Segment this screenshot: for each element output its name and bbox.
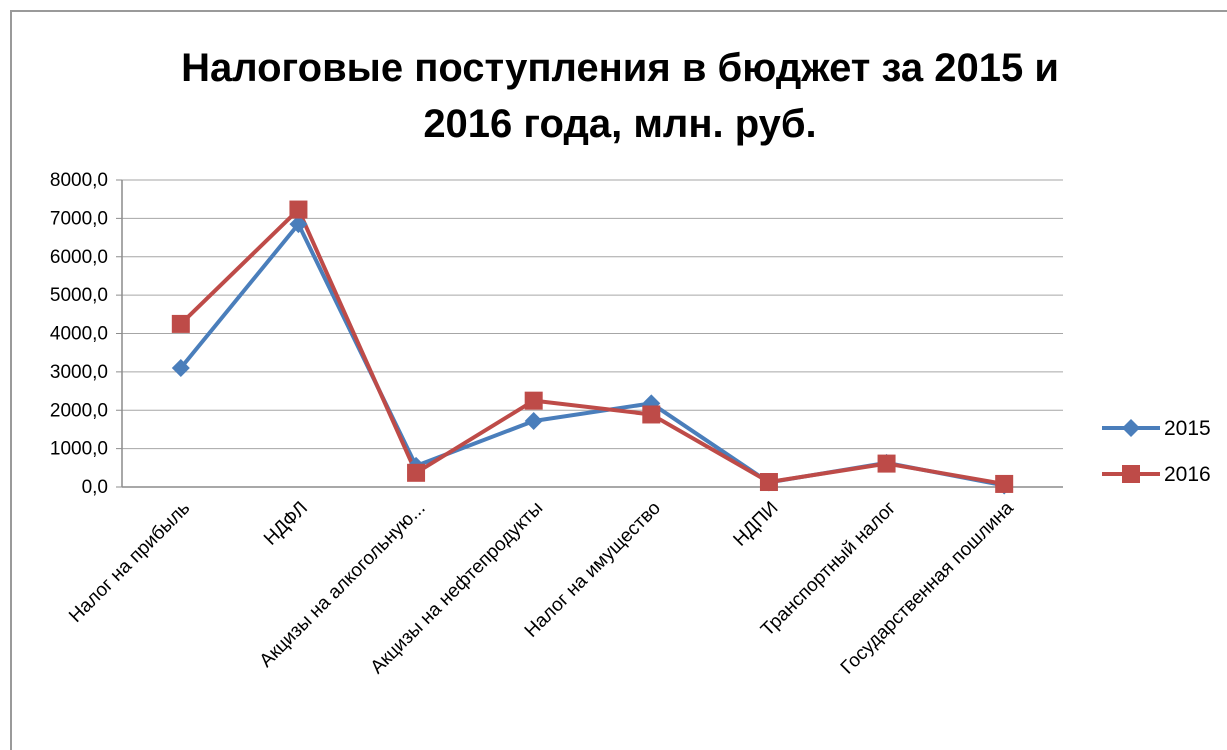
data-point-2015 xyxy=(171,359,190,378)
legend-label-2016: 2016 xyxy=(1164,463,1211,486)
x-tick-label: НДПИ xyxy=(730,498,783,551)
legend-label-2015: 2015 xyxy=(1164,417,1211,440)
x-tick-label: Налог на прибыль xyxy=(65,498,194,627)
data-point-2016 xyxy=(289,200,308,219)
x-tick-label: Транспортный налог xyxy=(757,498,900,641)
y-tick-label: 6000,0 xyxy=(50,247,108,268)
chart-title-line-2: 2016 года, млн. руб. xyxy=(423,102,817,146)
x-tick-label: НДФЛ xyxy=(260,498,312,550)
chart-title-line-1: Налоговые поступления в бюджет за 2015 и xyxy=(181,46,1059,90)
data-point-2016 xyxy=(642,405,661,424)
data-point-2016 xyxy=(524,391,543,410)
y-tick-label: 1000,0 xyxy=(50,439,108,460)
data-point-2016 xyxy=(995,474,1014,493)
data-point-2016 xyxy=(759,473,778,492)
y-tick-label: 0,0 xyxy=(82,477,108,498)
y-axis-ticks: 0,0 1000,0 2000,0 3000,0 4000,0 5000,0 6000,0 7… xyxy=(50,170,108,498)
data-point-2016 xyxy=(877,454,896,473)
chart-title: Налоговые поступления в бюджет за 2015 и… xyxy=(0,40,1227,152)
legend-marker-2016 xyxy=(1122,465,1140,483)
series-line-2016 xyxy=(179,207,1005,486)
data-point-2016 xyxy=(171,314,190,333)
series-layer xyxy=(171,200,1014,495)
data-point-2015 xyxy=(289,215,308,234)
y-tick-label: 2000,0 xyxy=(50,400,108,421)
series-line-2015 xyxy=(179,222,1005,488)
y-tick-label: 4000,0 xyxy=(50,324,108,345)
gridlines xyxy=(116,179,1063,488)
y-tick-label: 5000,0 xyxy=(50,285,108,306)
chart-frame xyxy=(10,10,1227,750)
legend: 2015 2016 xyxy=(1102,417,1211,486)
data-point-2015 xyxy=(524,411,543,430)
y-tick-label: 7000,0 xyxy=(50,208,108,229)
data-point-2016 xyxy=(407,463,426,482)
x-tick-label: Налог на имущество xyxy=(521,498,665,642)
y-tick-label: 8000,0 xyxy=(50,170,108,191)
legend-marker-2015 xyxy=(1122,419,1140,437)
y-tick-label: 3000,0 xyxy=(50,362,108,383)
